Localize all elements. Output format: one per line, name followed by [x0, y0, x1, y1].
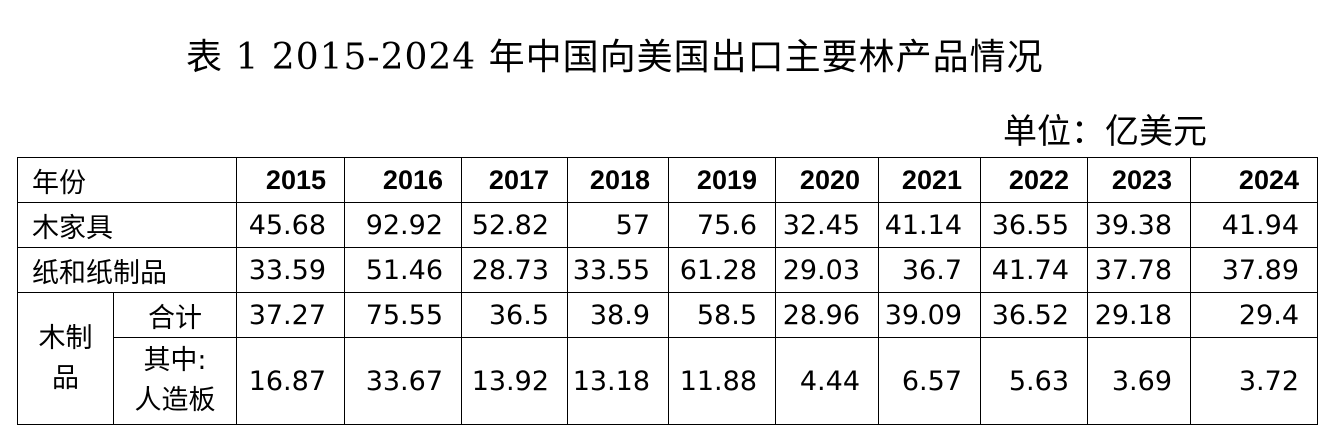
header-label-cell: 年份: [17, 157, 237, 203]
value-cell: 28.73: [461, 247, 568, 293]
export-table: 年份 2015 2016 2017 2018 2019 2020 2021 2022 2023 20…: [17, 157, 1318, 425]
value-cell: 28.96: [775, 292, 879, 338]
table-row: 纸和纸制品 33.59 51.46 28.73 33.55 61.28 29.03 36.7 4…: [17, 247, 1318, 293]
year-header-cell: 2024: [1190, 157, 1318, 203]
value-cell: 37.89: [1190, 247, 1318, 293]
value-cell: 13.92: [461, 337, 568, 425]
table-row: 木家具 45.68 92.92 52.82 57 75.6 32.45 41.14 36.55 3…: [17, 202, 1318, 248]
value-cell: 5.63: [980, 337, 1088, 425]
value-cell: 3.69: [1087, 337, 1191, 425]
year-header-cell: 2019: [668, 157, 776, 203]
row-label-cell: 纸和纸制品: [17, 247, 237, 293]
value-cell: 39.38: [1087, 202, 1191, 248]
value-cell: 3.72: [1190, 337, 1318, 425]
value-cell: 4.44: [775, 337, 879, 425]
value-cell: 33.67: [344, 337, 462, 425]
of-which-label-line: 其中:: [143, 345, 207, 376]
year-header-cell: 2020: [775, 157, 879, 203]
value-cell: 29.4: [1190, 292, 1318, 338]
wood-products-label: 木制品: [39, 319, 93, 399]
year-header-cell: 2017: [461, 157, 568, 203]
value-cell: 6.57: [878, 337, 981, 425]
value-cell: 92.92: [344, 202, 462, 248]
year-header-cell: 2021: [878, 157, 981, 203]
total-label-cell: 合计: [113, 292, 237, 338]
value-cell: 33.55: [567, 247, 669, 293]
year-header-cell: 2015: [236, 157, 345, 203]
wood-label-line: 品: [52, 362, 79, 394]
value-cell: 75.55: [344, 292, 462, 338]
value-cell: 29.03: [775, 247, 879, 293]
wood-label-line: 木制: [38, 322, 93, 354]
value-cell: 29.18: [1087, 292, 1191, 338]
value-cell: 11.88: [668, 337, 776, 425]
value-cell: 37.27: [236, 292, 345, 338]
value-cell: 41.94: [1190, 202, 1318, 248]
value-cell: 39.09: [878, 292, 981, 338]
of-which-label-line: 人造板: [134, 385, 216, 416]
value-cell: 57: [567, 202, 669, 248]
unit-label: 单位：亿美元: [1003, 112, 1207, 152]
value-cell: 36.52: [980, 292, 1088, 338]
wood-products-label-cell: 木制品: [17, 292, 114, 425]
value-cell: 61.28: [668, 247, 776, 293]
row-label-cell: 木家具: [17, 202, 237, 248]
value-cell: 75.6: [668, 202, 776, 248]
value-cell: 37.78: [1087, 247, 1191, 293]
value-cell: 13.18: [567, 337, 669, 425]
value-cell: 38.9: [567, 292, 669, 338]
value-cell: 32.45: [775, 202, 879, 248]
table-row: 木制品合计 37.27 75.55 36.5 38.9 58.5 28.96 39.09 36.…: [17, 292, 1318, 425]
year-header-cell: 2023: [1087, 157, 1191, 203]
table-row: 其中: 人造板 16.87 33.67 13.92 13.18 11.88 4.44 6.57 5…: [18, 337, 1318, 425]
table-title: 表 1 2015-2024 年中国向美国出口主要林产品情况: [186, 37, 1044, 78]
value-cell: 45.68: [236, 202, 345, 248]
value-cell: 52.82: [461, 202, 568, 248]
value-cell: 36.7: [878, 247, 981, 293]
value-cell: 41.74: [980, 247, 1088, 293]
value-cell: 36.55: [980, 202, 1088, 248]
value-cell: 36.5: [461, 292, 568, 338]
value-cell: 58.5: [668, 292, 776, 338]
value-cell: 33.59: [236, 247, 345, 293]
of-which-label: 其中: 人造板: [135, 341, 216, 421]
value-cell: 51.46: [344, 247, 462, 293]
year-header-cell: 2018: [567, 157, 669, 203]
of-which-label-cell: 其中: 人造板: [113, 337, 237, 425]
header-row: 年份 2015 2016 2017 2018 2019 2020 2021 2022 2023 20…: [17, 157, 1318, 203]
value-cell: 41.14: [878, 202, 981, 248]
value-cell: 16.87: [236, 337, 345, 425]
year-header-cell: 2022: [980, 157, 1088, 203]
year-header-cell: 2016: [344, 157, 462, 203]
